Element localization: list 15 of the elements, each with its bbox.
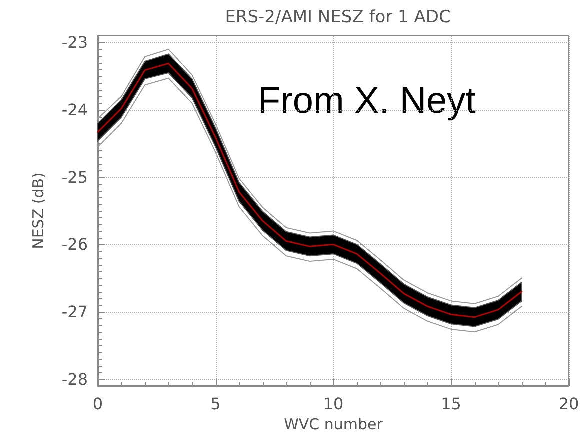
y-tick-label: -25: [62, 168, 88, 187]
x-tick-label: 10: [323, 394, 344, 414]
y-tick-label: -27: [62, 302, 88, 322]
x-tick-label: 20: [558, 394, 580, 414]
x-axis-title: WVC number: [284, 415, 384, 434]
annotation: From X. Neyt: [258, 80, 477, 121]
chart-title: ERS-2/AMI NESZ for 1 ADC: [225, 8, 451, 28]
x-tick-label: 0: [92, 394, 104, 414]
x-tick-label: 15: [441, 394, 462, 414]
y-tick-label: -26: [62, 235, 88, 254]
y-tick-label: -24: [62, 100, 88, 120]
y-axis-title: NESZ (dB): [30, 172, 48, 250]
y-tick-label: -28: [62, 370, 88, 389]
x-tick-label: 5: [210, 394, 221, 414]
y-tick-label: -23: [62, 33, 88, 52]
